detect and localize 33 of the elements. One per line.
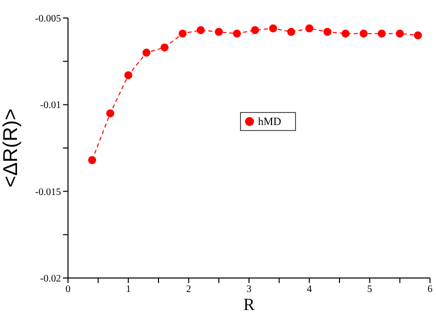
x-tick-label: 5: [367, 284, 372, 296]
point: [269, 24, 278, 32]
x-tick-label: 3: [246, 284, 252, 296]
point: [305, 24, 314, 32]
point: [124, 71, 132, 80]
point: [287, 28, 296, 36]
x-tick-label: 2: [186, 284, 192, 296]
x-tick-label: 4: [306, 284, 312, 296]
point: [414, 31, 422, 40]
y-tick-label: -0.015: [35, 186, 61, 198]
point: [396, 30, 404, 38]
x-axis-title: R: [243, 295, 256, 314]
y-axis-title: <ΔR(R)>: [0, 108, 22, 188]
point: [232, 30, 241, 38]
point: [196, 26, 205, 34]
point: [88, 156, 96, 164]
point: [342, 30, 350, 38]
y-tick-label: -0.02: [40, 274, 61, 285]
point: [214, 28, 223, 36]
point: [323, 28, 332, 36]
point: [106, 109, 114, 118]
y-tick-label: -0.01: [40, 100, 61, 112]
point: [142, 48, 150, 57]
y-tick-label: -0.005: [35, 14, 61, 25]
x-tick-label: 0: [66, 284, 70, 296]
point: [251, 26, 260, 34]
point: [378, 30, 386, 38]
point: [160, 43, 169, 52]
point: [178, 30, 187, 38]
x-tick-label: 6: [428, 284, 432, 296]
legend-label: hMD: [258, 116, 282, 128]
x-tick-label: 1: [126, 284, 131, 296]
point: [360, 30, 368, 38]
